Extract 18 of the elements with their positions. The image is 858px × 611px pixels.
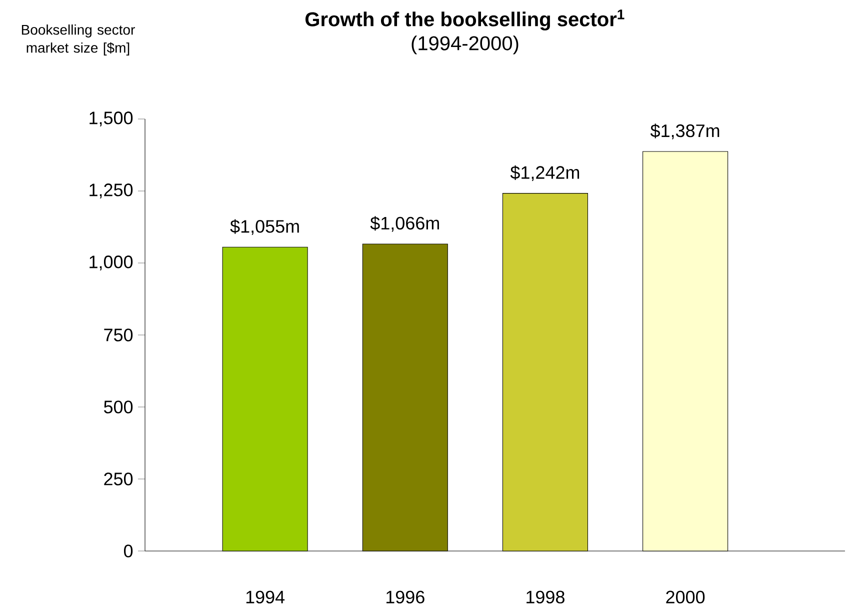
data-label: $1,242m — [510, 165, 580, 182]
x-tick-label: 1994 — [246, 590, 285, 604]
y-axis-title: Bookselling sector market size [$m] — [22, 24, 135, 56]
x-tick-label: 2000 — [666, 590, 705, 604]
data-label: $1,066m — [370, 216, 439, 232]
y-tick-label: 0 — [124, 544, 133, 558]
y-tick-label: 1,500 — [90, 112, 133, 126]
y-tick-label: 1,000 — [90, 256, 133, 270]
y-tick-label: 250 — [104, 472, 133, 486]
chart-title: Growth of the bookselling sector$^{1}$ — [305, 10, 624, 30]
y-tick-label: 1,250 — [90, 184, 133, 198]
chart-subtitle: (1994-2000) — [412, 36, 518, 54]
x-tick-label: 1996 — [386, 590, 424, 604]
y-tick-label: 500 — [104, 400, 133, 414]
data-label: $1,387m — [650, 124, 720, 140]
x-tick-label: 1998 — [526, 590, 564, 604]
data-label: $1,055m — [230, 219, 299, 235]
y-tick-label: 750 — [104, 328, 133, 342]
